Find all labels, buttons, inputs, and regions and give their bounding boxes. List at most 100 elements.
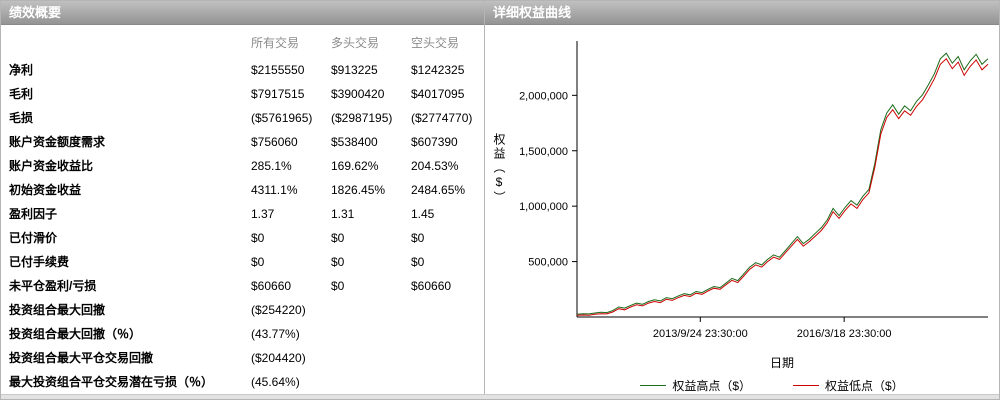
cell-value — [411, 298, 491, 322]
cell-value: $756060 — [251, 135, 298, 149]
summary-table-header-row: 所有交易 多头交易 空头交易 — [1, 25, 491, 58]
cell-value: ($204420) — [251, 351, 306, 365]
table-row: 毛损 ($5761965) ($2987195) ($2774770) — [1, 106, 491, 130]
equity-series-0 — [576, 52, 989, 315]
legend-label: 权益高点（$） — [672, 379, 751, 393]
column-header-long-trades: 多头交易 — [331, 36, 380, 50]
cell-value: 1.31 — [331, 207, 355, 221]
y-tick-label: 2,000,000 — [519, 90, 568, 102]
table-row: 投资组合最大回撤（％） (43.77%) — [1, 322, 491, 346]
cell-value — [331, 322, 411, 346]
cell-value — [331, 370, 411, 394]
cell-value: $0 — [331, 231, 345, 245]
x-tick-label: 2013/9/24 23:30:00 — [653, 328, 748, 340]
y-tick-label: 500,000 — [528, 257, 568, 269]
cell-value: $7917515 — [251, 87, 305, 101]
cell-value: $538400 — [331, 135, 378, 149]
table-row: 最大投资组合平仓交易潜在亏损（％） (45.64%) — [1, 370, 491, 394]
cell-value: $0 — [251, 231, 265, 245]
cell-value — [331, 298, 411, 322]
legend-item: 权益低点（$） — [793, 377, 904, 394]
cell-value: 1.37 — [251, 207, 275, 221]
table-row: 已付手续费 $0 $0 $0 — [1, 250, 491, 274]
equity-panel-title: 详细权益曲线 — [493, 5, 572, 20]
cell-value — [411, 322, 491, 346]
cell-value: $913225 — [331, 63, 378, 77]
row-label: 账户资金收益比 — [9, 159, 94, 173]
bottom-scrollbar-track[interactable] — [1, 394, 999, 399]
cell-value: (43.77%) — [251, 327, 300, 341]
row-label: 盈利因子 — [9, 207, 58, 221]
legend-item: 权益高点（$） — [640, 377, 751, 394]
table-row: 已付滑价 $0 $0 $0 — [1, 226, 491, 250]
cell-value — [411, 346, 491, 370]
cell-value: $60660 — [251, 279, 292, 293]
cell-value: 1.45 — [411, 207, 435, 221]
row-label-column-header — [1, 25, 251, 58]
table-row: 账户资金额度需求 $756060 $538400 $607390 — [1, 130, 491, 154]
equity-chart-svg: 500,000 1,000,000 1,500,000 2,000,000 2013/9… — [519, 41, 989, 340]
cell-value — [331, 346, 411, 370]
cell-value: 4311.1% — [251, 183, 298, 197]
cell-value — [411, 370, 491, 394]
cell-value: $0 — [251, 255, 265, 269]
cell-value: $0 — [331, 279, 345, 293]
cell-value: 2484.65% — [411, 183, 466, 197]
equity-chart: 权益（$） 500,000 1,000,000 1,500,000 2,000,000… — [485, 25, 999, 399]
cell-value: $0 — [411, 231, 425, 245]
cell-value: ($2987195) — [331, 111, 393, 125]
cell-value: 169.62% — [331, 159, 379, 173]
row-label: 净利 — [9, 63, 34, 77]
chart-legend: 权益高点（$） 权益低点（$） — [485, 377, 999, 394]
table-row: 盈利因子 1.37 1.31 1.45 — [1, 202, 491, 226]
summary-panel-title: 绩效概要 — [9, 5, 62, 20]
row-label: 最大投资组合平仓交易潜在亏损（％） — [9, 375, 214, 389]
row-label: 账户资金额度需求 — [9, 135, 106, 149]
legend-line-swatch — [640, 385, 667, 386]
column-header-short-trades: 空头交易 — [411, 36, 460, 50]
row-label: 已付滑价 — [9, 231, 58, 245]
cell-value: $60660 — [411, 279, 452, 293]
equity-series-1 — [576, 58, 989, 316]
cell-value: $3900420 — [331, 87, 385, 101]
equity-panel-header: 详细权益曲线 — [485, 1, 999, 25]
equity-curve-panel: 详细权益曲线 权益（$） 500,000 1,000,000 1,500,000 2,… — [485, 1, 999, 399]
cell-value: ($254220) — [251, 303, 306, 317]
legend-line-swatch — [793, 385, 819, 386]
y-axis-label: 权益（$） — [492, 133, 506, 205]
cell-value: $4017095 — [411, 87, 465, 101]
cell-value: 1826.45% — [331, 183, 386, 197]
summary-panel-header: 绩效概要 — [1, 1, 484, 25]
x-axis-label: 日期 — [769, 356, 794, 370]
cell-value: ($5761965) — [251, 111, 313, 125]
row-label: 投资组合最大平仓交易回撤 — [9, 351, 154, 365]
table-row: 净利 $2155550 $913225 $1242325 — [1, 58, 491, 82]
cell-value: $2155550 — [251, 63, 305, 77]
cell-value: $607390 — [411, 135, 458, 149]
cell-value: $0 — [411, 255, 425, 269]
row-label: 毛利 — [9, 87, 34, 101]
cell-value: ($2774770) — [411, 111, 473, 125]
table-row: 投资组合最大回撤 ($254220) — [1, 298, 491, 322]
cell-value: 285.1% — [251, 159, 292, 173]
cell-value: 204.53% — [411, 159, 459, 173]
table-row: 初始资金收益 4311.1% 1826.45% 2484.65% — [1, 178, 491, 202]
table-row: 毛利 $7917515 $3900420 $4017095 — [1, 82, 491, 106]
y-tick-label: 1,500,000 — [519, 146, 568, 158]
summary-table-body: 净利 $2155550 $913225 $1242325 毛利 $7917515 $3900… — [1, 58, 491, 394]
x-tick-label: 2016/3/18 23:30:00 — [797, 328, 892, 340]
table-row: 投资组合最大平仓交易回撤 ($204420) — [1, 346, 491, 370]
row-label: 未平仓盈利/亏损 — [9, 279, 97, 293]
cell-value: (45.64%) — [251, 375, 300, 389]
row-label: 初始资金收益 — [9, 183, 82, 197]
table-row: 未平仓盈利/亏损 $60660 $0 $60660 — [1, 274, 491, 298]
cell-value: $1242325 — [411, 63, 465, 77]
y-tick-label: 1,000,000 — [519, 201, 568, 213]
summary-panel: 绩效概要 所有交易 多头交易 空头交易 净利 $2155550 $913225 $12… — [1, 1, 485, 399]
legend-label: 权益低点（$） — [825, 379, 904, 393]
row-label: 投资组合最大回撤 — [9, 303, 106, 317]
cell-value: $0 — [331, 255, 345, 269]
table-row: 账户资金收益比 285.1% 169.62% 204.53% — [1, 154, 491, 178]
column-header-all-trades: 所有交易 — [251, 36, 300, 50]
